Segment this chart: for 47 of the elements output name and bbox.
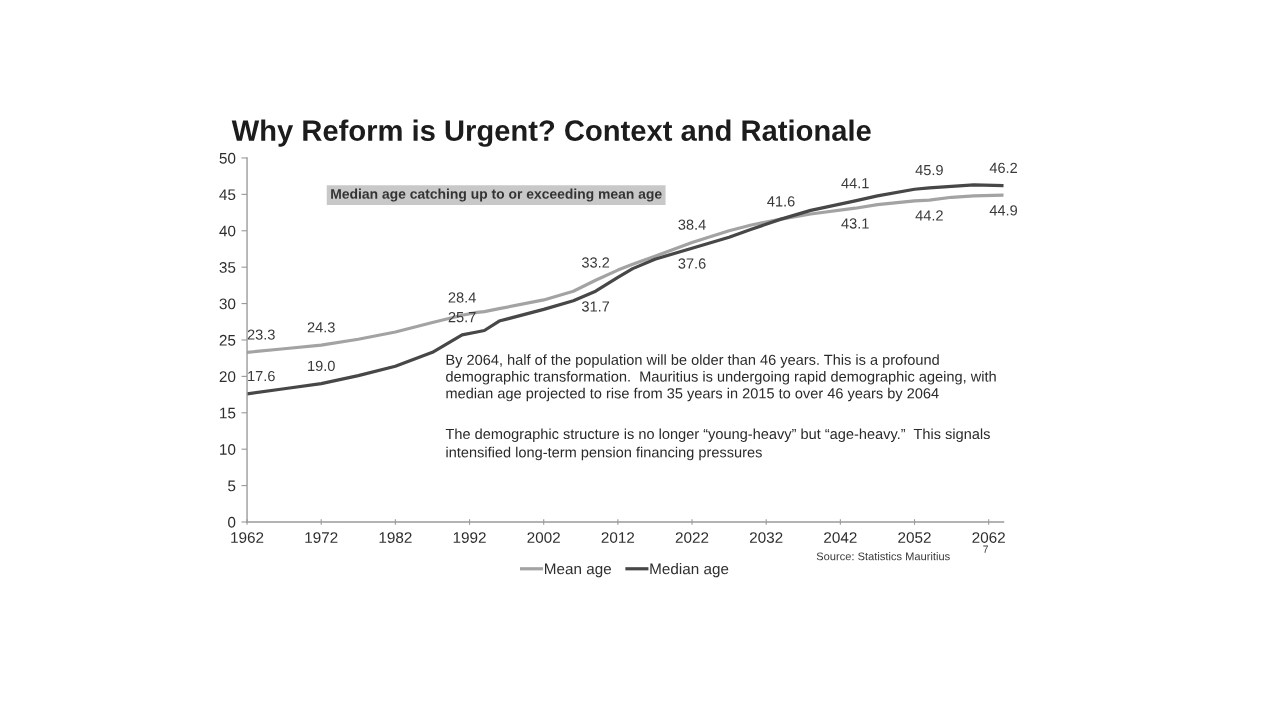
data-label: 44.1 [841,178,869,189]
x-tick-label: 1962 [231,532,264,543]
source-note: Source: Statistics Mauritius [816,552,950,561]
data-label: 46.2 [989,162,1017,174]
data-label: 17.6 [248,370,275,382]
y-tick-label: 40 [219,225,236,237]
x-tick-label: 1972 [305,532,338,543]
x-tick-label: 2002 [527,532,560,543]
x-tick-label: 2012 [601,532,635,543]
x-tick-label: 2042 [824,532,857,543]
data-label: 37.6 [678,258,706,269]
data-label: 38.4 [678,219,706,230]
data-label: 41.6 [767,196,795,207]
x-tick-label: 2052 [898,532,931,543]
chart-title: Why Reform is Urgent? Context and Rationale [231,119,871,147]
data-label: 25.7 [448,311,476,323]
annotation: By 2064, half of the population will be older than 46 years. This is a profound demographic transformation. Mauritius is undergoing rapid demographic ageing, with median age projected to rise from 35 years in 2015 to over 46 years by 2064 [446,354,996,402]
data-label: 28.4 [448,292,476,303]
x-tick-label: 2032 [749,532,783,543]
y-tick-label: 0 [228,516,236,528]
x-tick-label: 1982 [379,532,412,543]
data-label: 19.0 [308,360,335,372]
annotation: Median age catching up to or exceeding mean age [331,188,662,202]
y-tick-label: 30 [219,298,236,310]
y-tick-label: 45 [219,189,236,201]
data-label: 31.7 [581,301,610,312]
x-tick-label: 1992 [453,532,486,543]
data-label: 23.3 [247,329,275,340]
data-label: 33.2 [581,257,610,268]
data-label: 43.1 [841,218,869,229]
x-tick-label: 2022 [675,532,709,543]
y-tick-label: 10 [220,444,236,455]
x-tick-label: 2062 [972,532,1005,543]
y-tick-label: 35 [219,262,236,273]
data-label: 44.9 [989,205,1018,216]
legend-label: Mean age [545,563,612,578]
y-tick-label: 25 [219,334,236,346]
legend-label: Median age [650,563,729,578]
data-label: 44.2 [915,210,943,221]
y-tick-label: 15 [220,407,236,419]
data-label: 45.9 [915,164,943,176]
data-label: 24.3 [307,322,335,333]
text: 7 [983,545,988,553]
annotation: The demographic structure is no longer “young-heavy” but “age-heavy.” This signals intensified long-term pension financing pressures [445,428,990,461]
y-tick-label: 5 [228,480,236,492]
y-tick-label: 20 [219,371,236,383]
y-tick-label: 50 [219,152,236,164]
